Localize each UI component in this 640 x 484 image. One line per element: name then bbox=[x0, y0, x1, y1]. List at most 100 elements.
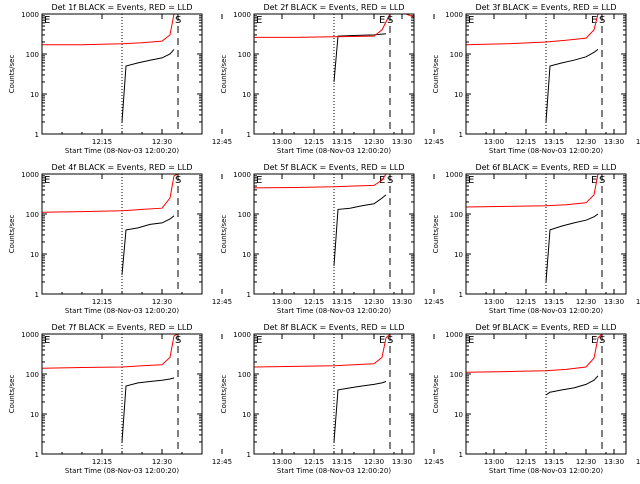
x-tick-label: 12:30 bbox=[364, 298, 384, 306]
x-tick-label: 12:45 bbox=[212, 298, 232, 306]
x-tick-label: 12:15 bbox=[304, 138, 324, 146]
series-events-line bbox=[254, 378, 378, 382]
x-tick-label: 12:15 bbox=[92, 138, 112, 146]
series-lld-line bbox=[42, 174, 202, 213]
series-events-line bbox=[121, 49, 175, 123]
x-tick-label: 13:15 bbox=[544, 138, 564, 146]
x-tick-label: 12:15 bbox=[92, 458, 112, 466]
y-tick-label: 100 bbox=[238, 51, 251, 59]
x-tick-label: 12:45 bbox=[424, 458, 444, 466]
y-axis-label: Counts/sec bbox=[8, 55, 16, 94]
y-tick-label: 1000 bbox=[21, 11, 39, 19]
y-tick-label: 1 bbox=[247, 291, 251, 299]
x-tick-label: 12:15 bbox=[92, 298, 112, 306]
x-tick-label: 13:00 bbox=[272, 138, 292, 146]
y-tick-label: 1000 bbox=[233, 171, 251, 179]
marker-label-S: S bbox=[175, 175, 181, 186]
y-axis-label: Counts/sec bbox=[220, 375, 228, 414]
panel-3: Det 3f BLACK = Events, RED = LLDESE11010… bbox=[432, 3, 640, 155]
plot-area bbox=[254, 174, 414, 294]
plot-area bbox=[466, 334, 626, 454]
x-axis-label: Start Time (08-Nov-03 12:00:20) bbox=[489, 467, 603, 475]
y-tick-label: 10 bbox=[30, 91, 39, 99]
x-tick-label: 12:15 bbox=[516, 458, 536, 466]
x-axis-label: Start Time (08-Nov-03 12:00:20) bbox=[277, 467, 391, 475]
series-events-line bbox=[333, 194, 387, 267]
panel-6: Det 6f BLACK = Events, RED = LLDESE11010… bbox=[432, 163, 640, 315]
marker-label-S: S bbox=[599, 335, 605, 346]
marker-label-E2: E bbox=[591, 175, 597, 186]
y-tick-label: 100 bbox=[26, 371, 39, 379]
y-tick-label: 1 bbox=[459, 451, 463, 459]
y-tick-label: 100 bbox=[450, 371, 463, 379]
x-axis-label: Start Time (08-Nov-03 12:00:20) bbox=[489, 307, 603, 315]
y-tick-label: 100 bbox=[238, 211, 251, 219]
x-tick-label: 12:45 bbox=[424, 138, 444, 146]
series-lld-line bbox=[42, 14, 202, 46]
series-events-line bbox=[121, 215, 175, 275]
x-tick-label: 12:15 bbox=[516, 298, 536, 306]
y-axis-label: Counts/sec bbox=[432, 375, 440, 414]
series-lld-line bbox=[254, 334, 414, 368]
marker-label-E: E bbox=[468, 335, 474, 346]
x-tick-label: 13:00 bbox=[484, 298, 504, 306]
y-axis-label: Counts/sec bbox=[8, 375, 16, 414]
plot-area bbox=[42, 334, 378, 454]
y-tick-label: 1000 bbox=[445, 171, 463, 179]
x-axis-label: Start Time (08-Nov-03 12:00:20) bbox=[277, 147, 391, 155]
x-tick-label: 13:30 bbox=[604, 298, 624, 306]
x-tick-label: 12:30 bbox=[576, 138, 596, 146]
series-events-line bbox=[121, 377, 175, 443]
x-tick-label: 13:15 bbox=[332, 458, 352, 466]
x-tick-label: 12:15 bbox=[516, 138, 536, 146]
x-tick-label: 13:30 bbox=[392, 458, 412, 466]
series-lld-line bbox=[254, 14, 414, 38]
y-tick-label: 1000 bbox=[445, 331, 463, 339]
x-axis-label: Start Time (08-Nov-03 12:00:20) bbox=[277, 307, 391, 315]
panel-title: Det 1f BLACK = Events, RED = LLD bbox=[51, 3, 192, 12]
x-tick-label: 12:45 bbox=[636, 298, 640, 306]
x-tick-label: 13:00 bbox=[484, 458, 504, 466]
panel-title: Det 3f BLACK = Events, RED = LLD bbox=[475, 3, 616, 12]
marker-label-E: E bbox=[44, 335, 50, 346]
y-tick-label: 10 bbox=[454, 91, 463, 99]
x-tick-label: 13:30 bbox=[604, 138, 624, 146]
x-tick-label: 12:30 bbox=[152, 298, 172, 306]
panel-title: Det 8f BLACK = Events, RED = LLD bbox=[263, 323, 404, 332]
marker-label-E2: E bbox=[379, 335, 385, 346]
panel-title: Det 4f BLACK = Events, RED = LLD bbox=[51, 163, 192, 172]
y-tick-label: 1000 bbox=[21, 331, 39, 339]
plot-area bbox=[42, 174, 378, 294]
x-tick-label: 13:15 bbox=[544, 298, 564, 306]
marker-label-E: E bbox=[468, 175, 474, 186]
panel-title: Det 9f BLACK = Events, RED = LLD bbox=[475, 323, 616, 332]
x-tick-label: 12:45 bbox=[212, 138, 232, 146]
series-events-line bbox=[254, 63, 378, 68]
panel-title: Det 6f BLACK = Events, RED = LLD bbox=[475, 163, 616, 172]
series-lld-line bbox=[254, 174, 414, 189]
marker-label-E2: E bbox=[591, 335, 597, 346]
y-tick-label: 1000 bbox=[233, 11, 251, 19]
marker-label-S: S bbox=[175, 335, 181, 346]
x-axis-label: Start Time (08-Nov-03 12:00:20) bbox=[65, 147, 179, 155]
y-axis-label: Counts/sec bbox=[432, 55, 440, 94]
x-tick-label: 12:15 bbox=[304, 458, 324, 466]
marker-label-S: S bbox=[599, 175, 605, 186]
y-tick-label: 10 bbox=[242, 251, 251, 259]
series-events-line bbox=[254, 223, 378, 230]
x-tick-label: 12:30 bbox=[364, 458, 384, 466]
y-tick-label: 10 bbox=[454, 251, 463, 259]
x-tick-label: 12:30 bbox=[576, 458, 596, 466]
y-tick-label: 10 bbox=[242, 411, 251, 419]
series-lld-line bbox=[42, 334, 202, 369]
x-tick-label: 13:00 bbox=[484, 138, 504, 146]
marker-label-S: S bbox=[387, 15, 393, 26]
x-tick-label: 13:15 bbox=[332, 298, 352, 306]
x-tick-label: 12:30 bbox=[152, 138, 172, 146]
